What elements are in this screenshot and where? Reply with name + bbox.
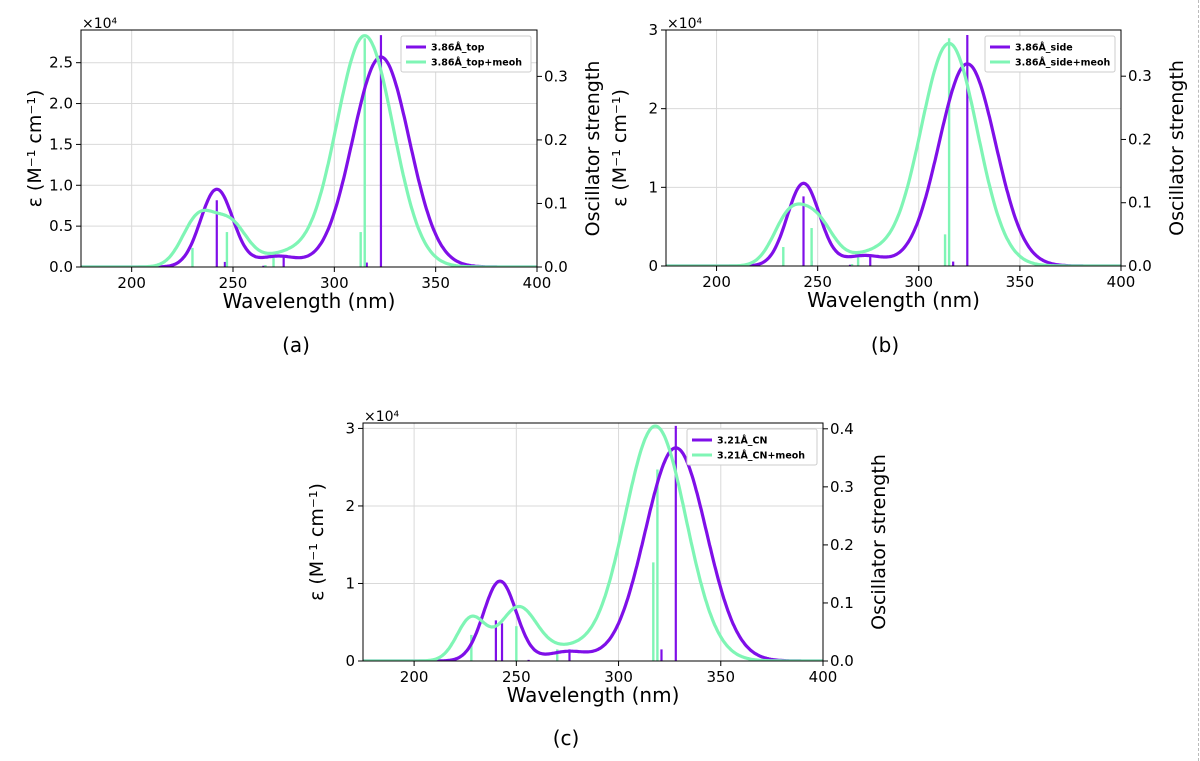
x-tick-label: 300 xyxy=(904,273,933,291)
y2-tick-label: 0.3 xyxy=(544,67,568,85)
axes-frame xyxy=(665,29,1122,267)
axes-frame xyxy=(80,29,538,268)
series-line-1 xyxy=(666,62,1121,266)
x-tick-label: 300 xyxy=(604,668,633,686)
series-line-2 xyxy=(363,424,823,661)
y-tick-label: 2.0 xyxy=(49,95,73,113)
y-tick-label: 1.5 xyxy=(49,135,73,153)
x-tick-label: 200 xyxy=(702,273,731,291)
chart-panel-1: 200 250 300 350 4000.00.51.01.52.02.50.00.10… xyxy=(24,16,604,357)
legend-entry: 3.86Å_top+meoh xyxy=(431,58,522,69)
x-tick-label: 250 xyxy=(803,273,832,291)
chart-panel-3: 200 250 300 350 400 0 1 2 3 0.0 0.1 0.2 0.3 0.4 ×10⁴ Wa… xyxy=(306,409,890,750)
x-axis-label: Wavelength (nm) xyxy=(507,683,680,707)
x-tick-label: 400 xyxy=(809,668,838,686)
y2-tick-label: 0.0 xyxy=(544,258,568,276)
y2-tick-label: 0.2 xyxy=(830,536,854,554)
panel-caption: (b) xyxy=(871,333,899,357)
axes-frame xyxy=(362,422,824,662)
x-tick-label: 400 xyxy=(523,274,552,292)
plot-area xyxy=(666,35,1121,266)
y2-tick-label: 0.2 xyxy=(1128,130,1152,148)
x-axis-label: Wavelength (nm) xyxy=(807,288,980,312)
y2-tick-label: 0.4 xyxy=(830,420,854,438)
y2-tick-label: 0.0 xyxy=(1128,257,1152,275)
legend-box xyxy=(400,35,532,73)
x-tick-label: 350 xyxy=(706,668,735,686)
x-tick-label: 200 xyxy=(400,668,429,686)
x-axis-label: Wavelength (nm) xyxy=(223,289,396,313)
y-tick-label: 2.5 xyxy=(49,54,73,72)
y-tick-label: 3 xyxy=(648,21,658,39)
legend: 3.86Å_side 3.86Å_side+meoh xyxy=(984,35,1116,73)
x-tick-label: 250 xyxy=(219,274,248,292)
y-tick-label: 1 xyxy=(345,574,355,592)
y-exponent-label: ×10⁴ xyxy=(364,409,400,425)
legend-box xyxy=(686,428,818,466)
legend-entry: 3.86Å_side xyxy=(1015,43,1073,54)
x-tick-label: 300 xyxy=(320,274,349,292)
legend-entry: 3.21Å_CN xyxy=(717,436,768,447)
legend: 3.21Å_CN 3.21Å_CN+meoh xyxy=(686,428,818,466)
y2-tick-label: 0.3 xyxy=(830,478,854,496)
y2-tick-label: 0.1 xyxy=(544,194,568,212)
legend-entry: 3.21Å_CN+meoh xyxy=(717,451,805,462)
y2-tick-label: 0.3 xyxy=(1128,67,1152,85)
y2-tick-label: 0.2 xyxy=(544,131,568,149)
y-axis-label: ε (M⁻¹ cm⁻¹) xyxy=(609,89,631,207)
x-tick-label: 250 xyxy=(502,668,531,686)
y-tick-label: 0.5 xyxy=(49,217,73,235)
y-axis-label: ε (M⁻¹ cm⁻¹) xyxy=(306,483,328,601)
legend-entry: 3.86Å_top xyxy=(431,43,485,54)
y-axis-label: ε (M⁻¹ cm⁻¹) xyxy=(24,90,46,208)
legend-entry: 3.86Å_side+meoh xyxy=(1015,58,1111,69)
legend-box xyxy=(984,35,1116,73)
x-tick-label: 200 xyxy=(117,274,146,292)
y2-axis-label: Oscillator strength xyxy=(582,61,604,237)
series-line-2 xyxy=(666,41,1121,266)
y2-tick-label: 0.1 xyxy=(1128,194,1152,212)
y-tick-label: 1.0 xyxy=(49,176,73,194)
x-tick-label: 400 xyxy=(1107,273,1136,291)
y2-tick-label: 0.0 xyxy=(830,652,854,670)
y-tick-label: 1 xyxy=(648,178,658,196)
y-tick-label: 0.0 xyxy=(49,258,73,276)
y-tick-label: 2 xyxy=(345,497,355,515)
y2-tick-label: 0.1 xyxy=(830,594,854,612)
series-line-2 xyxy=(81,34,537,267)
x-tick-label: 350 xyxy=(1006,273,1035,291)
y2-axis-label: Oscillator strength xyxy=(868,454,890,630)
series-line-1 xyxy=(81,55,537,267)
legend: 3.86Å_top 3.86Å_top+meoh xyxy=(400,35,532,73)
y-tick-label: 2 xyxy=(648,100,658,118)
y2-axis-label: Oscillator strength xyxy=(1166,60,1188,236)
panel-caption: (a) xyxy=(282,333,310,357)
y-exponent-label: ×10⁴ xyxy=(82,16,118,32)
y-exponent-label: ×10⁴ xyxy=(667,16,703,32)
y-tick-label: 0 xyxy=(648,257,658,275)
y-tick-label: 3 xyxy=(345,419,355,437)
panel-caption: (c) xyxy=(553,726,580,750)
chart-panel-2: 200 250 300 350 400 0 1 2 3 0.0 0.1 0.2 0.3 ×10⁴ Wavel… xyxy=(609,16,1188,357)
page-edge-dashed-line xyxy=(1198,0,1199,761)
y-tick-label: 0 xyxy=(345,652,355,670)
x-tick-label: 350 xyxy=(421,274,450,292)
series-line-1 xyxy=(363,446,823,661)
